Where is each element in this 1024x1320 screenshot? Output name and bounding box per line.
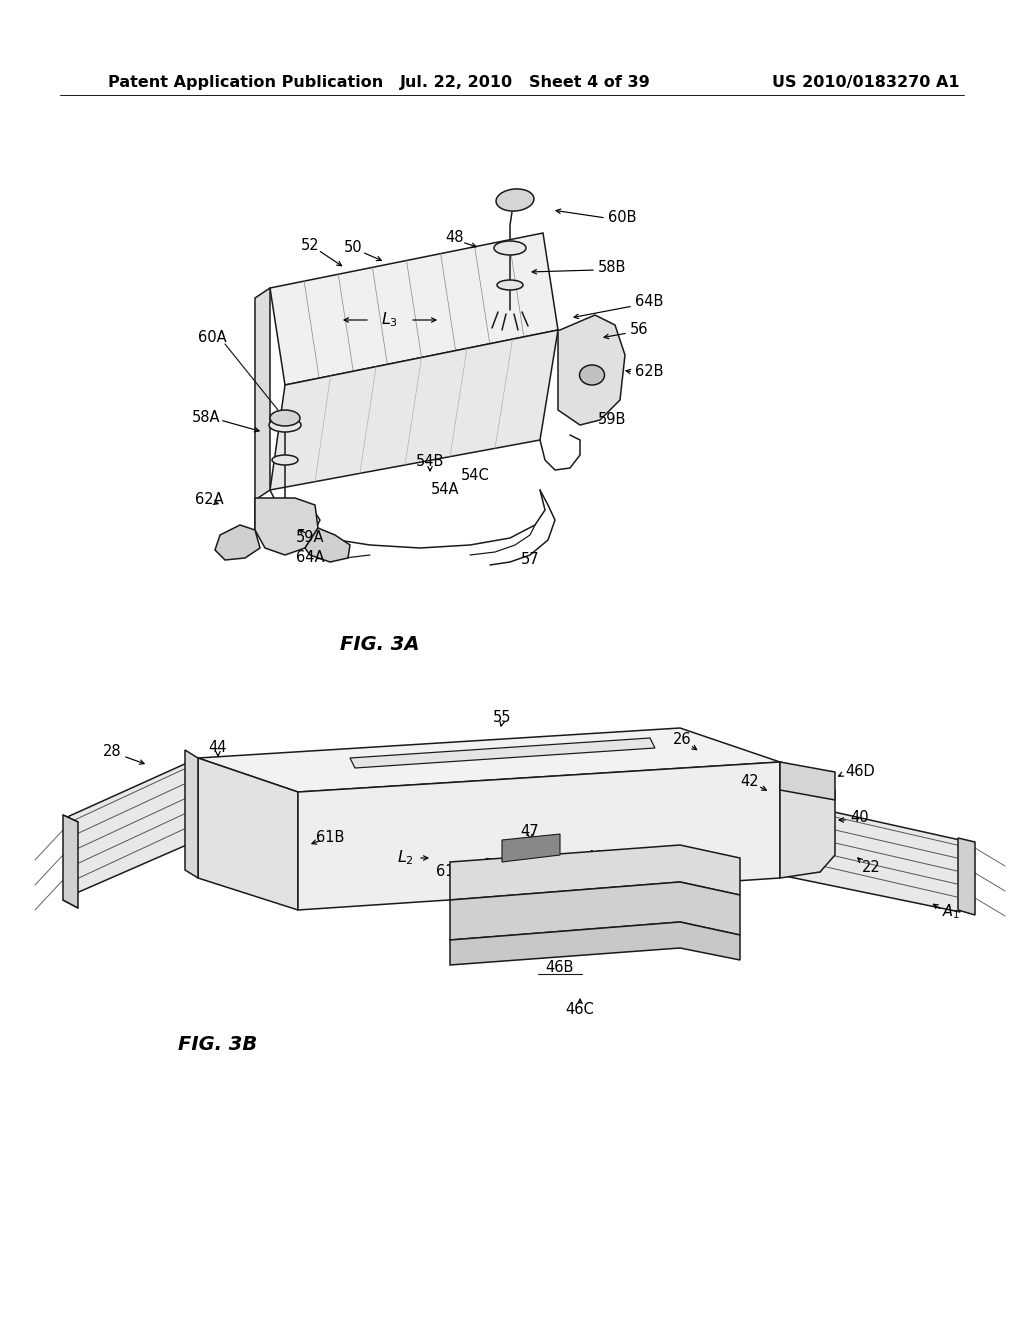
Polygon shape	[958, 838, 975, 915]
Polygon shape	[558, 315, 625, 425]
Ellipse shape	[272, 455, 298, 465]
Text: FIG. 3B: FIG. 3B	[178, 1035, 258, 1055]
Text: 54A: 54A	[431, 483, 459, 498]
Polygon shape	[255, 288, 270, 500]
Polygon shape	[63, 814, 78, 908]
Polygon shape	[780, 762, 835, 878]
Text: 47: 47	[520, 825, 540, 840]
Text: 46A: 46A	[586, 850, 614, 866]
Text: 62B: 62B	[635, 364, 664, 380]
Polygon shape	[255, 498, 318, 554]
Text: 50: 50	[344, 240, 362, 256]
Text: 46B: 46B	[546, 961, 574, 975]
Text: 42: 42	[740, 775, 760, 789]
Text: 57: 57	[520, 553, 540, 568]
Polygon shape	[215, 525, 260, 560]
Polygon shape	[270, 330, 558, 490]
Text: FIG. 3A: FIG. 3A	[340, 635, 420, 655]
Text: 64A: 64A	[296, 550, 325, 565]
Polygon shape	[198, 758, 298, 909]
Text: 59A: 59A	[296, 531, 325, 545]
Polygon shape	[198, 729, 780, 792]
Text: 54B: 54B	[416, 454, 444, 470]
Polygon shape	[450, 921, 740, 965]
Text: 58A: 58A	[193, 411, 220, 425]
Text: US 2010/0183270 A1: US 2010/0183270 A1	[772, 74, 961, 90]
Text: 49: 49	[501, 850, 519, 866]
Text: 61B: 61B	[315, 830, 344, 846]
Ellipse shape	[269, 418, 301, 432]
Text: 60B: 60B	[608, 210, 637, 226]
Text: 62A: 62A	[195, 492, 223, 507]
Text: $A_1$: $A_1$	[942, 903, 961, 921]
Ellipse shape	[494, 242, 526, 255]
Polygon shape	[450, 882, 740, 940]
Ellipse shape	[496, 189, 534, 211]
Polygon shape	[270, 234, 558, 385]
Ellipse shape	[270, 411, 300, 426]
Text: 59B: 59B	[598, 412, 627, 428]
Text: 28: 28	[102, 744, 121, 759]
Text: Jul. 22, 2010   Sheet 4 of 39: Jul. 22, 2010 Sheet 4 of 39	[400, 74, 650, 90]
Text: 48: 48	[445, 231, 464, 246]
Text: 60A: 60A	[198, 330, 226, 346]
Text: 55: 55	[493, 710, 511, 726]
Ellipse shape	[580, 366, 604, 385]
Polygon shape	[780, 762, 835, 800]
Text: 22: 22	[862, 861, 881, 875]
Polygon shape	[298, 762, 780, 909]
Text: $L_2$: $L_2$	[396, 849, 414, 867]
Text: 56: 56	[630, 322, 648, 338]
Text: 61A: 61A	[436, 865, 464, 879]
Text: 46D: 46D	[845, 764, 874, 780]
Polygon shape	[185, 750, 198, 878]
Text: 64B: 64B	[635, 294, 664, 309]
Text: 44: 44	[209, 741, 227, 755]
Text: Patent Application Publication: Patent Application Publication	[108, 74, 383, 90]
Text: 52: 52	[301, 238, 319, 252]
Text: 54C: 54C	[461, 469, 489, 483]
Text: 58B: 58B	[598, 260, 627, 276]
Text: 26: 26	[673, 733, 691, 747]
Text: 40: 40	[850, 810, 868, 825]
Text: 46C: 46C	[565, 1002, 594, 1018]
Polygon shape	[305, 528, 350, 562]
Polygon shape	[350, 738, 655, 768]
Polygon shape	[450, 845, 740, 900]
Text: $L_3$: $L_3$	[382, 310, 398, 330]
Polygon shape	[502, 834, 560, 862]
Ellipse shape	[497, 280, 523, 290]
Polygon shape	[780, 800, 961, 912]
Polygon shape	[65, 758, 198, 898]
